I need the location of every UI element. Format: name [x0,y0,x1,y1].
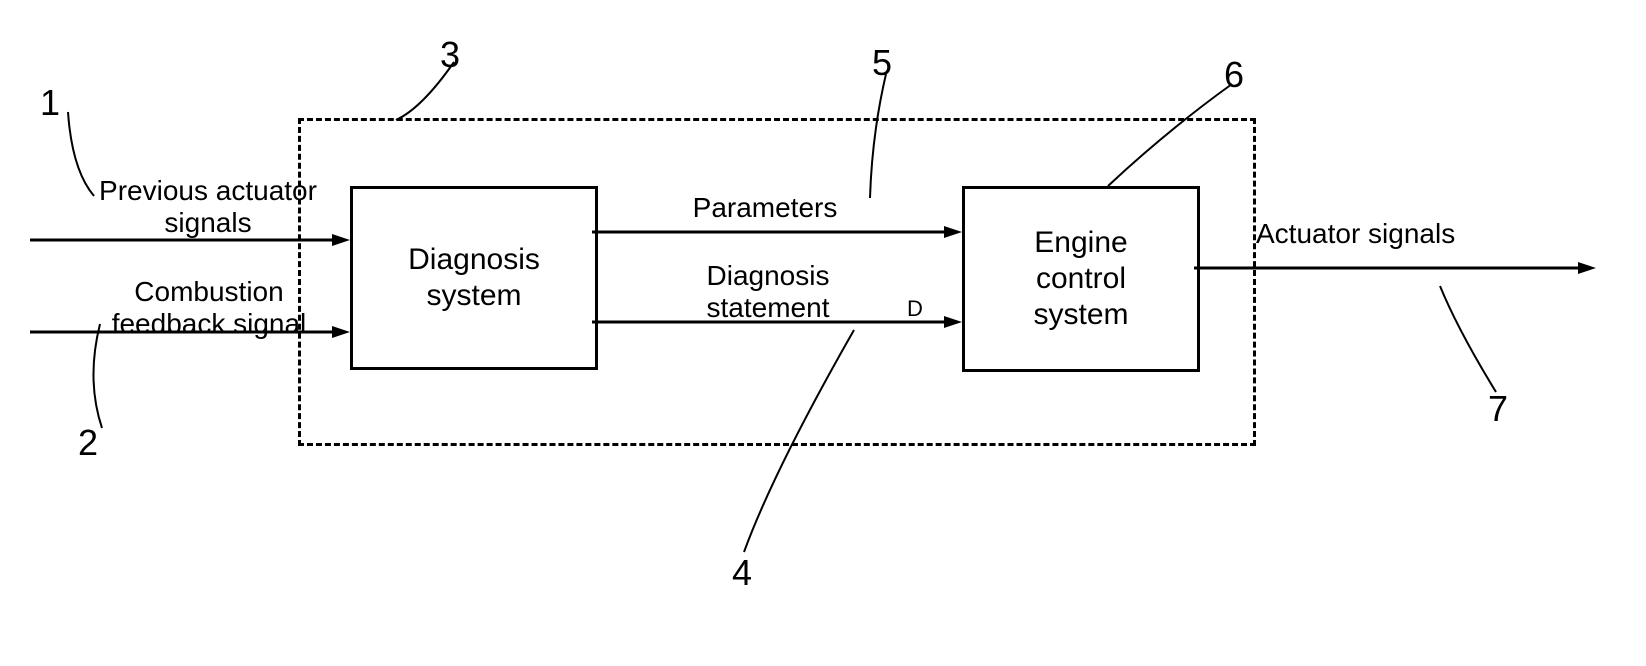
refnum-5: 5 [872,42,892,83]
refnum-1: 1 [40,82,60,123]
engine-control-system-label: Enginecontrolsystem [1033,225,1128,333]
parameters-label: Parameters [640,192,890,224]
refnum-4: 4 [732,552,752,593]
refnum-2: 2 [78,422,98,463]
input-previous-actuator-label: Previous actuatorsignals [78,175,338,239]
engine-control-system-block: Enginecontrolsystem [962,186,1200,372]
diagnosis-statement-label: Diagnosisstatement [638,260,898,324]
refnum-6: 6 [1224,54,1244,95]
refnum-3: 3 [440,34,460,75]
diagnosis-D-label: D [900,296,930,321]
diagnosis-system-label: Diagnosissystem [408,242,540,314]
refnum-7: 7 [1488,388,1508,429]
input-combustion-feedback-label: Combustionfeedback signal [74,276,344,340]
diagram-canvas: Diagnosissystem Enginecontrolsystem Prev… [0,0,1646,666]
diagnosis-system-block: Diagnosissystem [350,186,598,370]
output-actuator-signals-label: Actuator signals [1256,218,1516,250]
